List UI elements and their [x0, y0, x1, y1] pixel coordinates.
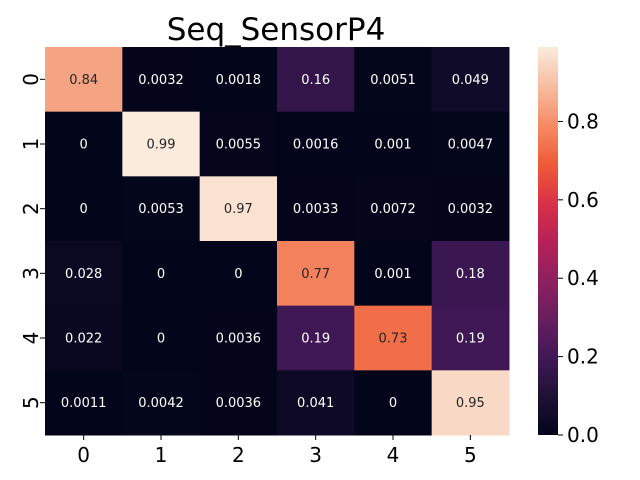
- colorbar-tick-label: 0.2: [567, 345, 599, 369]
- y-tick-label: 1: [19, 138, 43, 151]
- heatmap-cell: [122, 47, 201, 113]
- cell-value-label: 0.049: [452, 73, 489, 88]
- heatmap-cell: [199, 241, 278, 307]
- cell-value-label: 0.19: [456, 332, 485, 347]
- x-tick-label: 2: [232, 443, 245, 467]
- cell-value-label: 0.0047: [448, 138, 494, 153]
- heatmap-cell: [277, 241, 355, 307]
- cell-value-label: 0.028: [65, 267, 102, 282]
- heatmap-cell: [45, 111, 123, 177]
- cell-value-label: 0.001: [374, 138, 411, 153]
- cell-value-label: 0.0051: [370, 73, 416, 88]
- y-tick-label: 3: [19, 267, 43, 280]
- cell-value-label: 0.84: [69, 73, 98, 88]
- cell-value-label: 0.0033: [293, 202, 339, 217]
- heatmap-cell: [45, 370, 123, 436]
- y-tick-label: 0: [19, 73, 43, 86]
- heatmap-cell: [199, 370, 278, 436]
- heatmap-cell: [354, 111, 433, 177]
- cell-value-label: 0.0018: [216, 73, 262, 88]
- colorbar-ticks: 0.0 0.2 0.4 0.6 0.8: [558, 109, 599, 447]
- heatmap-cell: [277, 176, 355, 242]
- heatmap-cell: [122, 111, 201, 177]
- cell-value-label: 0: [157, 332, 165, 347]
- y-axis-ticks: 0 1 2 3 4 5: [19, 73, 45, 409]
- heatmap-cell: [277, 111, 355, 177]
- y-tick-label: 5: [19, 396, 43, 409]
- heatmap-cell: [45, 305, 123, 371]
- heatmap-cell: [122, 176, 201, 242]
- cell-value-label: 0.73: [379, 332, 408, 347]
- heatmap-cells: 0.84 0.0032 0.0018 0.16 0.0051 0.049 0 0.99 0.00…: [45, 47, 510, 436]
- heatmap-cell: [45, 176, 123, 242]
- cell-value-label: 0.77: [301, 267, 330, 282]
- heatmap-cell: [354, 176, 433, 242]
- cell-value-label: 0.0055: [216, 138, 262, 153]
- cell-value-label: 0.0072: [370, 202, 416, 217]
- cell-value-label: 0.0036: [216, 332, 262, 347]
- heatmap-cell: [431, 176, 510, 242]
- colorbar-tick-label: 0.6: [567, 188, 599, 212]
- cell-value-label: 0: [234, 267, 242, 282]
- cell-value-label: 0.041: [297, 396, 334, 411]
- heatmap-cell: [431, 241, 510, 307]
- cell-value-label: 0.001: [374, 267, 411, 282]
- cell-value-label: 0.99: [147, 138, 176, 153]
- y-tick-label: 4: [19, 332, 43, 345]
- colorbar-tick-label: 0.0: [567, 423, 599, 447]
- colorbar: [538, 47, 558, 435]
- x-tick-label: 1: [155, 443, 168, 467]
- heatmap-cell: [431, 305, 510, 371]
- chart-title: Seq_SensorP4: [167, 12, 386, 48]
- heatmap-cell: [277, 47, 355, 113]
- cell-value-label: 0.18: [456, 267, 485, 282]
- heatmap-cell: [122, 305, 201, 371]
- x-tick-label: 3: [309, 443, 322, 467]
- x-tick-label: 5: [464, 443, 477, 467]
- heatmap-cell: [45, 241, 123, 307]
- heatmap-cell: [431, 370, 510, 436]
- heatmap-cell: [431, 111, 510, 177]
- heatmap-cell: [45, 47, 123, 113]
- cell-value-label: 0.0016: [293, 138, 339, 153]
- cell-value-label: 0.16: [301, 73, 330, 88]
- cell-value-label: 0.19: [301, 332, 330, 347]
- x-tick-label: 0: [77, 443, 90, 467]
- heatmap-cell: [199, 176, 278, 242]
- heatmap-cell: [199, 111, 278, 177]
- cell-value-label: 0.0042: [138, 396, 184, 411]
- cell-value-label: 0.0032: [138, 73, 184, 88]
- cell-value-label: 0: [389, 396, 397, 411]
- y-tick-label: 2: [19, 202, 43, 215]
- heatmap-cell: [354, 241, 433, 307]
- heatmap-cell: [354, 370, 433, 436]
- heatmap-cell: [122, 370, 201, 436]
- cell-value-label: 0.0036: [216, 396, 262, 411]
- x-tick-label: 4: [387, 443, 400, 467]
- heatmap-cell: [199, 305, 278, 371]
- cell-value-label: 0.022: [65, 332, 102, 347]
- cell-value-label: 0: [80, 138, 88, 153]
- cell-value-label: 0.0032: [448, 202, 494, 217]
- heatmap-cell: [431, 47, 510, 113]
- colorbar-tick-label: 0.4: [567, 266, 599, 290]
- colorbar-tick-label: 0.8: [567, 109, 599, 133]
- cell-value-label: 0.0053: [138, 202, 184, 217]
- heatmap-cell: [354, 305, 433, 371]
- heatmap-cell: [277, 370, 355, 436]
- cell-value-label: 0.95: [456, 396, 485, 411]
- heatmap-cell: [277, 305, 355, 371]
- heatmap-cell: [122, 241, 201, 307]
- x-axis-ticks: 0 1 2 3 4 5: [77, 435, 477, 467]
- heatmap-cell: [199, 47, 278, 113]
- cell-value-label: 0: [80, 202, 88, 217]
- cell-value-label: 0.0011: [61, 396, 107, 411]
- heatmap-cell: [354, 47, 433, 113]
- cell-value-label: 0.97: [224, 202, 253, 217]
- cell-value-label: 0: [157, 267, 165, 282]
